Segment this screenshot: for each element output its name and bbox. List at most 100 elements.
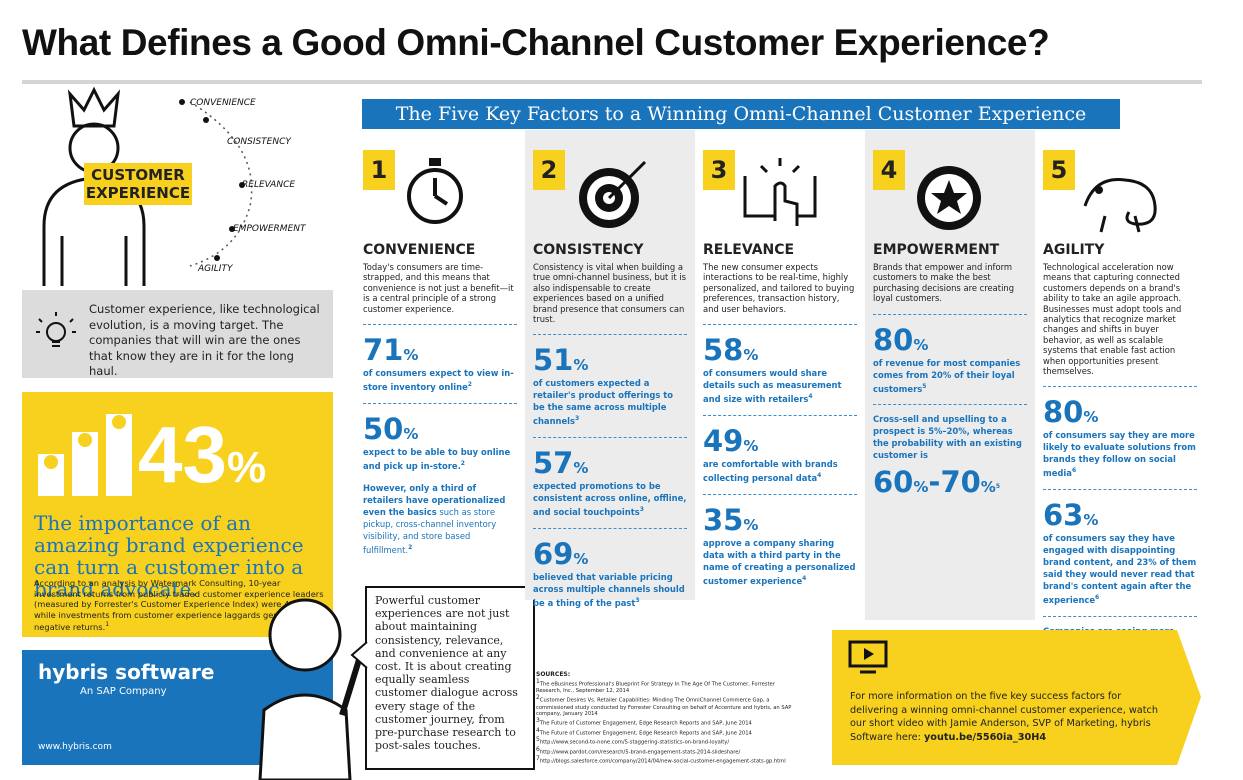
factor-icon xyxy=(579,160,647,228)
stat: 63% of consumers say they have engaged wi… xyxy=(1043,489,1197,616)
source-number: 7 xyxy=(536,755,540,763)
factor-icon xyxy=(1083,178,1157,233)
stat-unit: % xyxy=(980,478,996,497)
decoration xyxy=(67,86,121,128)
stat-body: expected promotions to be consistent acr… xyxy=(533,481,687,518)
stat-text: expect to be able to buy online and pick… xyxy=(363,446,517,472)
stat-text: of consumers would share details such as… xyxy=(703,367,857,405)
decoration xyxy=(407,168,463,224)
stat-unit: % xyxy=(573,550,589,569)
wheel-item: AGILITY xyxy=(198,264,233,274)
stat-number: 57 xyxy=(533,446,574,481)
source-text: Customer Desires Vs. Retailer Capabiliti… xyxy=(536,697,792,718)
bulb-icon xyxy=(36,312,76,347)
factor-number: 3 xyxy=(703,150,735,190)
cta-link[interactable]: youtu.be/5560ia_30H4 xyxy=(923,731,1047,743)
decoration xyxy=(203,117,209,123)
stat-lead: Cross-sell and upselling to a prospect i… xyxy=(873,414,1022,461)
big-stat: 43% xyxy=(138,410,266,513)
stat-body: such as store pickup, cross-channel inve… xyxy=(363,506,497,555)
source-number: 6 xyxy=(536,745,540,753)
stat-body: are comfortable with brands collecting p… xyxy=(703,458,838,483)
decoration xyxy=(1177,630,1201,765)
stat-body: of consumers say they have engaged with … xyxy=(1043,533,1197,606)
factor-number: 5 xyxy=(1043,150,1075,190)
moving-target-box: Customer experience, like technological … xyxy=(22,290,333,378)
page-title: What Defines a Good Omni-Channel Custome… xyxy=(22,22,1050,63)
body-text: According to an analysis by Watermark Co… xyxy=(34,578,324,632)
stat-number: 69 xyxy=(533,537,574,572)
stat-text: approve a company sharing data with a th… xyxy=(703,537,857,587)
stat-body: of customers expected a retailer's produ… xyxy=(533,378,674,427)
cx-label: CUSTOMER EXPERIENCE xyxy=(84,163,192,205)
decoration xyxy=(36,312,76,347)
stat-figure: 51% xyxy=(533,343,687,377)
factor-column: 3 RELEVANCE The new consumer expects inter… xyxy=(695,130,865,600)
stat-unit: % xyxy=(403,346,419,365)
source-item: 3The Future of Customer Engagement, Edge… xyxy=(536,717,796,728)
footnote: 6 xyxy=(1095,594,1100,602)
stat-number: 80 xyxy=(873,322,914,357)
stat-text: of consumers expect to view in-store inv… xyxy=(363,367,517,393)
decoration xyxy=(112,415,126,429)
stat-text: of consumers say they are more likely to… xyxy=(1043,429,1197,479)
stat: 58% of consumers would share details such… xyxy=(703,324,857,415)
decoration xyxy=(773,181,799,226)
factor-description: Brands that empower and inform customers… xyxy=(873,262,1015,304)
source-item: 1The eBusiness Professional's Blueprint … xyxy=(536,678,796,695)
factor-name: EMPOWERMENT xyxy=(873,242,1000,258)
source-text: http://www.second-to-none.com/5-staggeri… xyxy=(539,740,730,747)
stat: 80% of revenue for most companies comes f… xyxy=(873,313,1027,405)
stat-body: approve a company sharing data with a th… xyxy=(703,537,856,586)
decoration xyxy=(1099,215,1141,233)
decoration xyxy=(258,693,352,780)
footnote: 2 xyxy=(467,381,472,389)
stat-figure: 80% xyxy=(873,323,1027,357)
quote-bubble: Powerful customer experiences are not ju… xyxy=(365,586,535,770)
stat: 35% approve a company sharing data with a… xyxy=(703,493,857,597)
factor-name: CONVENIENCE xyxy=(363,242,476,258)
stat-separator: - xyxy=(928,465,941,500)
stat-body: expect to be able to buy online and pick… xyxy=(363,446,511,471)
stat: 71% of consumers expect to view in-store … xyxy=(363,324,517,403)
cta-box: For more information on the five key suc… xyxy=(832,630,1177,765)
decoration xyxy=(864,648,874,660)
stat: 57% expected promotions to be consistent … xyxy=(533,437,687,528)
brand-name: hybris software xyxy=(38,660,215,684)
factor-name: CONSISTENCY xyxy=(533,242,644,258)
source-item: 5http://www.second-to-none.com/5-stagger… xyxy=(536,736,796,747)
decoration xyxy=(46,322,66,342)
stat-number: 58 xyxy=(703,333,744,368)
stat-figure: 35% xyxy=(703,503,857,537)
decoration xyxy=(229,226,235,232)
stat-figure: 60%-70%5 xyxy=(873,465,1027,499)
factor-name: RELEVANCE xyxy=(703,242,795,258)
decoration xyxy=(44,415,126,469)
factor-column: 2 CONSISTENCY Consistency is vital when bu… xyxy=(525,130,695,608)
factor-content: CONVENIENCE Today's consumers are time-st… xyxy=(363,242,517,565)
factor-content: CONSISTENCY Consistency is vital when bui… xyxy=(533,242,687,619)
stat-unit: % xyxy=(913,478,929,497)
footnote: 4 xyxy=(802,574,807,582)
stat-text: of revenue for most companies comes from… xyxy=(873,357,1027,395)
source-text: The eBusiness Professional's Blueprint F… xyxy=(536,681,775,695)
wheel-item: CONSISTENCY xyxy=(227,137,291,147)
sources-title: SOURCES: xyxy=(536,671,571,678)
wheel-item: EMPOWERMENT xyxy=(233,224,306,234)
decoration xyxy=(268,598,342,672)
stat-number: 63 xyxy=(1043,498,1084,533)
stat-figure: 63% xyxy=(1043,498,1197,532)
factor-description: Today's consumers are time-strapped, and… xyxy=(363,262,514,314)
stat-text: However, only a third of retailers have … xyxy=(363,482,517,556)
factor-icon xyxy=(917,166,981,230)
coins-icon xyxy=(38,414,132,496)
source-text: http://www.pardot.com/research/5-brand-e… xyxy=(539,749,741,756)
decoration xyxy=(429,158,441,166)
decoration xyxy=(848,640,888,668)
factor-number: 2 xyxy=(533,150,565,190)
footnote: 3 xyxy=(575,415,580,423)
stat-number: 35 xyxy=(703,502,744,537)
decoration xyxy=(433,178,449,206)
factor-name: AGILITY xyxy=(1043,242,1105,258)
